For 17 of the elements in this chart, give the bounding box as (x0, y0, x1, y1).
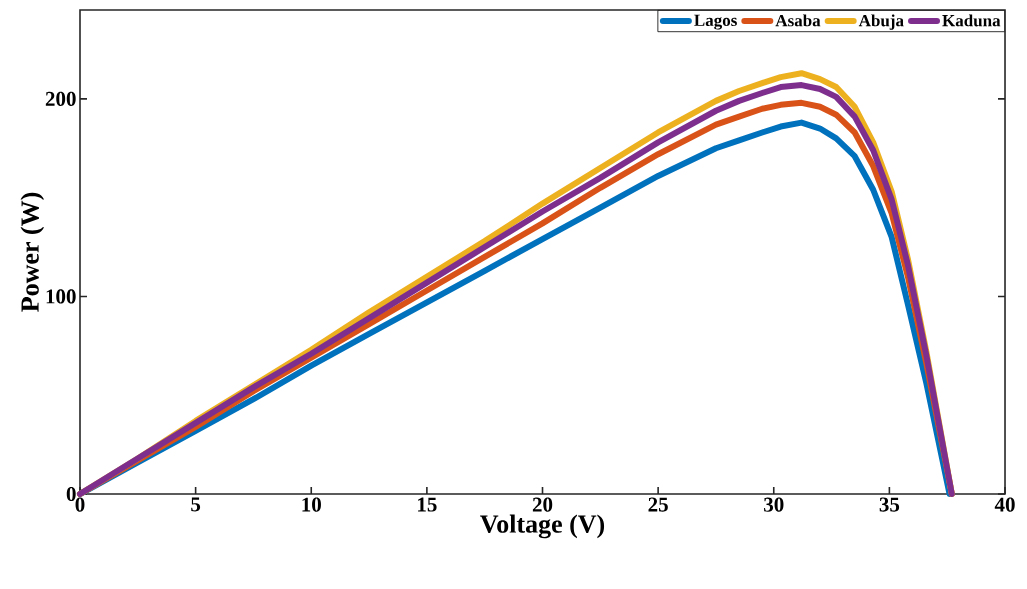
x-tick-label: 40 (994, 497, 1015, 512)
legend-label: Asaba (775, 14, 821, 27)
x-tick-label: 15 (418, 497, 437, 512)
x-tick-label: 20 (532, 497, 553, 512)
y-tick-label: 200 (45, 91, 76, 106)
x-tick-label: 35 (879, 497, 900, 512)
x-tick-label: 30 (764, 497, 784, 512)
x-tick-label: 25 (648, 497, 668, 512)
x-tick-label: 10 (302, 497, 321, 512)
legend-label: Lagos (694, 14, 737, 30)
x-tick-label: 5 (191, 497, 201, 512)
legend-label: Kaduna (942, 14, 1001, 27)
y-axis-title: Power (W) (20, 192, 45, 312)
y-tick-label: 0 (66, 486, 76, 502)
legend-label: Abuja (858, 14, 904, 30)
x-axis-title: Voltage (V) (480, 514, 605, 539)
y-tick-label: 100 (46, 289, 76, 304)
